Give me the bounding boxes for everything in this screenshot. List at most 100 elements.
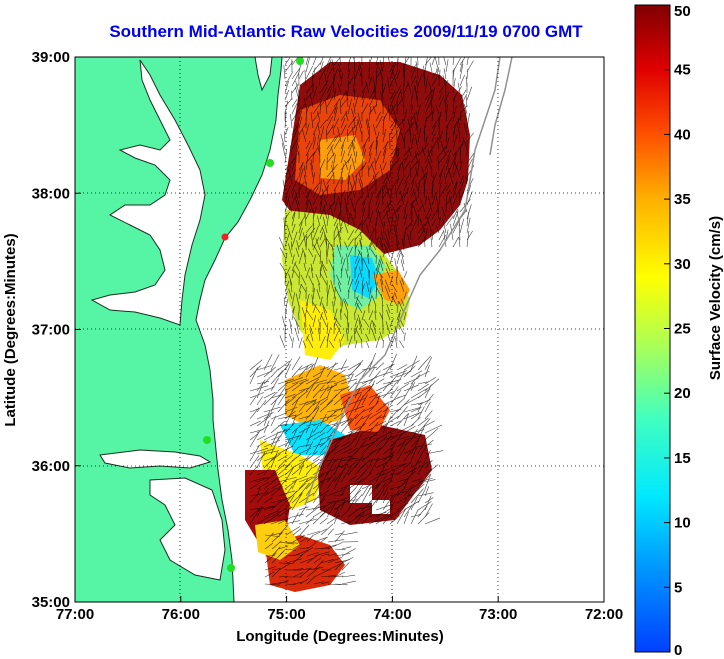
velocity-vector xyxy=(416,111,419,122)
velocity-vector xyxy=(459,218,465,234)
velocity-vector xyxy=(396,436,410,441)
velocity-vector xyxy=(313,581,325,585)
velocity-vector xyxy=(445,182,451,192)
velocity-vector xyxy=(389,463,406,469)
velocity-vector xyxy=(424,116,428,129)
velocity-vector xyxy=(249,506,263,518)
velocity-vector xyxy=(408,147,412,157)
velocity-vector xyxy=(291,446,300,455)
velocity-vector xyxy=(298,227,303,241)
velocity-vector xyxy=(354,455,364,469)
velocity-vector xyxy=(326,374,336,385)
velocity-vector xyxy=(361,310,366,321)
velocity-vector xyxy=(322,216,328,234)
velocity-vector xyxy=(445,132,448,143)
velocity-vector xyxy=(361,90,365,101)
velocity-vectors xyxy=(249,57,475,586)
velocity-vector xyxy=(379,164,384,178)
velocity-vector xyxy=(396,252,401,265)
velocity-vector xyxy=(322,306,328,321)
velocity-vector xyxy=(361,83,368,94)
velocity-vector xyxy=(278,524,289,536)
velocity-vector xyxy=(304,313,307,328)
velocity-vector xyxy=(249,392,265,399)
velocity-vector xyxy=(417,143,429,157)
velocity-vector xyxy=(382,141,389,150)
colorbar-tick-label: 40 xyxy=(674,126,691,143)
velocity-vector xyxy=(410,460,419,476)
velocity-vector xyxy=(358,320,363,335)
velocity-vector xyxy=(347,430,353,441)
velocity-vector xyxy=(396,240,400,251)
velocity-vector xyxy=(312,498,326,511)
velocity-vector xyxy=(444,80,447,94)
velocity-vector xyxy=(414,116,419,129)
velocity-vector xyxy=(298,479,309,490)
velocity-vector xyxy=(319,204,326,220)
velocity-vector xyxy=(277,363,290,378)
velocity-vector xyxy=(358,61,363,73)
velocity-vector xyxy=(368,421,379,434)
velocity-vector xyxy=(410,496,418,511)
velocity-vector xyxy=(303,322,307,335)
velocity-vector xyxy=(347,489,362,504)
velocity-vector xyxy=(410,509,419,525)
velocity-vector xyxy=(333,473,343,490)
velocity-vector xyxy=(385,267,391,279)
velocity-vector xyxy=(285,558,303,564)
velocity-vector xyxy=(370,248,377,258)
velocity-vector xyxy=(333,412,345,420)
velocity-vector xyxy=(333,463,349,469)
velocity-vector xyxy=(423,131,426,143)
velocity-vector xyxy=(410,64,417,73)
velocity-vector xyxy=(452,78,456,94)
velocity-vector xyxy=(396,59,399,73)
velocity-vector xyxy=(340,448,353,455)
velocity-vector xyxy=(284,393,296,399)
velocity-vector xyxy=(424,207,431,220)
velocity-vector xyxy=(361,360,373,378)
velocity-vector xyxy=(410,488,424,504)
colorbar-tick-label: 10 xyxy=(674,515,691,532)
velocity-vector xyxy=(319,179,323,192)
velocity-vector xyxy=(319,454,330,469)
velocity-vector xyxy=(396,447,406,462)
velocity-vector xyxy=(316,289,321,300)
velocity-vector xyxy=(368,294,373,307)
velocity-vector xyxy=(375,468,389,476)
velocity-vector xyxy=(312,57,317,66)
velocity-vector xyxy=(344,298,349,307)
velocity-vector xyxy=(271,568,281,571)
velocity-vector xyxy=(326,502,337,511)
velocity-vector xyxy=(320,260,328,272)
velocity-vector xyxy=(407,81,412,94)
velocity-vector xyxy=(424,195,428,206)
velocity-vector xyxy=(284,89,290,101)
velocity-vector xyxy=(300,274,307,286)
velocity-vector xyxy=(326,200,336,213)
velocity-vector xyxy=(368,440,377,448)
bathymetry-contours xyxy=(304,57,513,506)
velocity-vector xyxy=(278,545,289,550)
velocity-vector xyxy=(326,322,329,335)
velocity-vector xyxy=(375,201,381,213)
velocity-vector xyxy=(445,149,452,164)
velocity-vector xyxy=(391,295,398,307)
velocity-vector xyxy=(438,149,450,164)
velocity-vector xyxy=(368,457,380,462)
velocity-vector xyxy=(382,181,388,192)
velocity-vector xyxy=(284,481,296,490)
velocity-vector xyxy=(333,154,336,164)
velocity-vector xyxy=(284,520,300,525)
velocity-vector xyxy=(400,91,405,108)
velocity-vector xyxy=(291,378,307,385)
velocity-vector xyxy=(365,224,370,234)
velocity-vector xyxy=(399,340,405,349)
velocity-vector xyxy=(347,275,351,286)
velocity-vector xyxy=(368,141,374,150)
velocity-vector xyxy=(402,163,405,178)
velocity-vector xyxy=(320,314,328,328)
velocity-vector xyxy=(277,476,297,483)
velocity-vector xyxy=(368,160,374,171)
velocity-vector xyxy=(306,534,314,543)
